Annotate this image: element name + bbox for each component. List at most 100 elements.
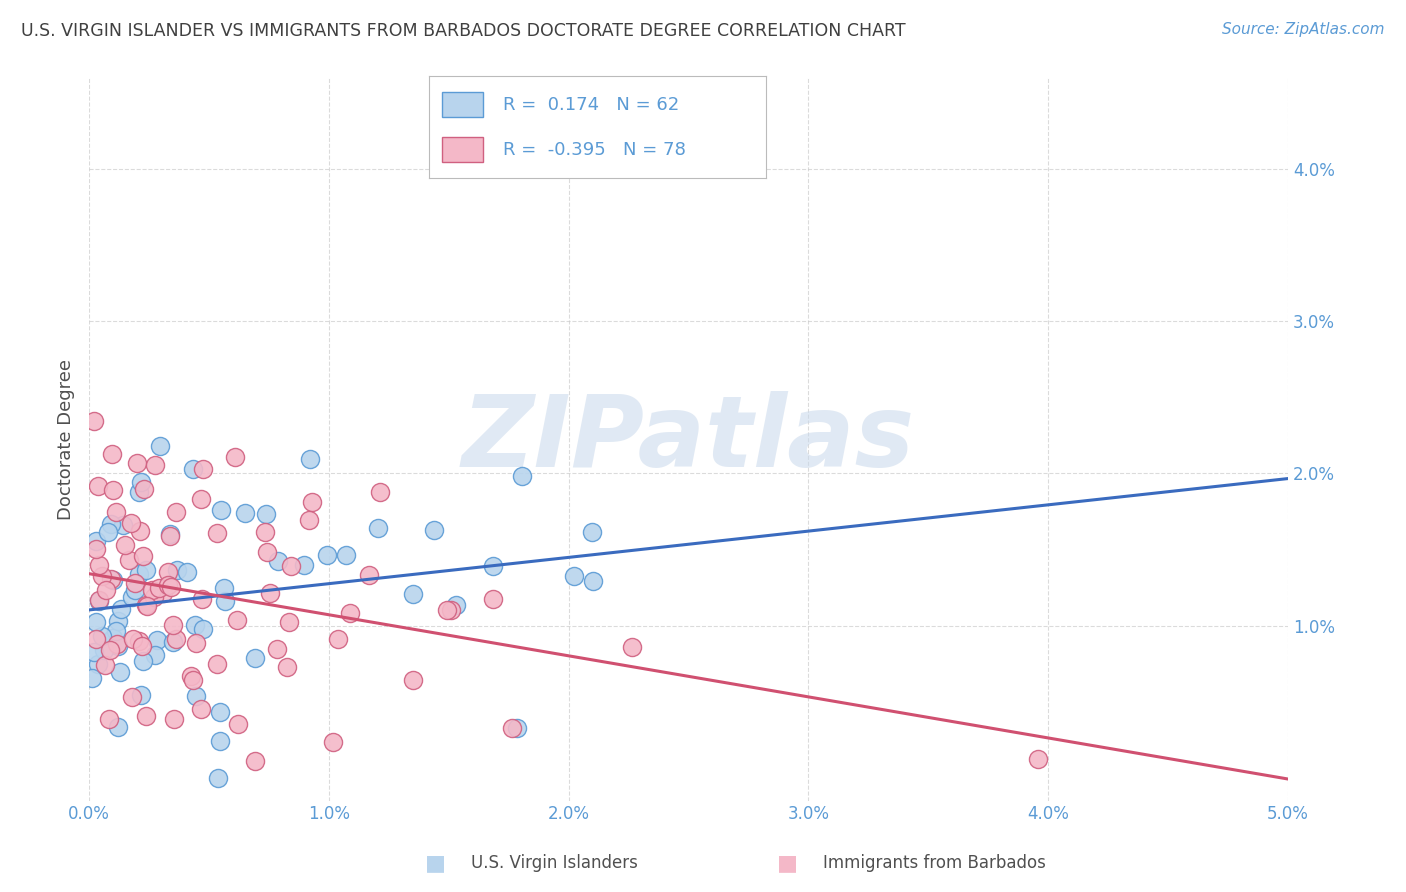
Point xyxy=(112,518,135,533)
Point xyxy=(186,636,208,650)
Point xyxy=(481,559,503,574)
Point xyxy=(110,665,132,679)
Point xyxy=(121,590,143,604)
Text: U.S. VIRGIN ISLANDER VS IMMIGRANTS FROM BARBADOS DOCTORATE DEGREE CORRELATION CH: U.S. VIRGIN ISLANDER VS IMMIGRANTS FROM … xyxy=(21,22,905,40)
Point xyxy=(184,690,207,704)
Text: ZIPatlas: ZIPatlas xyxy=(463,391,915,488)
Point xyxy=(253,525,276,540)
Point xyxy=(209,503,232,517)
Point xyxy=(180,669,202,683)
Point xyxy=(87,592,110,607)
Point xyxy=(191,462,214,476)
Point xyxy=(326,632,349,647)
Point xyxy=(132,654,155,668)
Point xyxy=(86,541,108,556)
Text: Immigrants from Barbados: Immigrants from Barbados xyxy=(823,855,1046,872)
Point xyxy=(335,548,357,562)
Point xyxy=(121,632,143,647)
Point xyxy=(423,524,446,538)
Point xyxy=(131,639,153,653)
Point xyxy=(83,414,105,428)
Point xyxy=(183,618,205,632)
Text: ■: ■ xyxy=(426,854,446,873)
Point xyxy=(98,643,121,657)
Point xyxy=(100,517,122,532)
Point xyxy=(166,563,188,577)
Point xyxy=(86,632,108,646)
Point xyxy=(163,712,186,726)
Point xyxy=(205,657,228,671)
Point xyxy=(436,603,458,617)
Point xyxy=(136,599,159,613)
Point xyxy=(135,599,157,613)
Point xyxy=(124,575,146,590)
Point xyxy=(157,565,180,579)
Point xyxy=(141,582,163,597)
Point xyxy=(103,573,125,587)
Point xyxy=(87,558,110,573)
Point xyxy=(128,634,150,648)
Point xyxy=(117,553,139,567)
Point xyxy=(91,569,114,583)
Point xyxy=(510,469,533,483)
Point xyxy=(440,603,463,617)
Point xyxy=(190,492,212,507)
Y-axis label: Doctorate Degree: Doctorate Degree xyxy=(58,359,75,519)
Point xyxy=(191,591,214,606)
Point xyxy=(301,495,323,509)
Point xyxy=(224,450,246,464)
Text: ■: ■ xyxy=(778,854,797,873)
Point xyxy=(254,507,277,521)
Point xyxy=(162,617,184,632)
Point xyxy=(84,533,107,548)
Text: U.S. Virgin Islanders: U.S. Virgin Islanders xyxy=(471,855,638,872)
Point xyxy=(233,506,256,520)
Point xyxy=(339,606,361,620)
Point xyxy=(444,598,467,612)
Point xyxy=(267,554,290,568)
Point xyxy=(107,720,129,734)
Point xyxy=(148,581,170,595)
Point xyxy=(298,513,321,527)
Point xyxy=(209,705,232,719)
Point xyxy=(292,558,315,572)
Point xyxy=(368,484,391,499)
Point xyxy=(226,716,249,731)
Point xyxy=(205,526,228,541)
Point xyxy=(83,645,105,659)
Point xyxy=(165,505,187,519)
Point xyxy=(315,548,337,562)
Point xyxy=(243,755,266,769)
Point xyxy=(209,733,232,747)
Point xyxy=(582,574,605,589)
Point xyxy=(191,623,214,637)
Point xyxy=(125,456,148,470)
Point xyxy=(135,563,157,577)
Text: Source: ZipAtlas.com: Source: ZipAtlas.com xyxy=(1222,22,1385,37)
Point xyxy=(94,657,117,672)
Point xyxy=(87,593,110,607)
Point xyxy=(501,721,523,735)
Point xyxy=(181,673,204,687)
Point xyxy=(212,581,235,595)
Point xyxy=(214,593,236,607)
Point xyxy=(159,529,181,543)
Point xyxy=(482,592,505,607)
Point xyxy=(402,587,425,601)
Point xyxy=(134,482,156,496)
Point xyxy=(278,615,301,629)
Point xyxy=(132,549,155,563)
Point xyxy=(131,475,153,489)
Point xyxy=(97,524,120,539)
Point xyxy=(104,624,127,638)
Point xyxy=(176,565,198,579)
Point xyxy=(181,462,204,476)
Point xyxy=(121,690,143,704)
Point xyxy=(86,657,108,671)
Point xyxy=(93,643,115,657)
Point xyxy=(124,582,146,597)
Point xyxy=(135,709,157,723)
Point xyxy=(96,582,118,597)
Point xyxy=(190,702,212,716)
Point xyxy=(280,558,302,573)
